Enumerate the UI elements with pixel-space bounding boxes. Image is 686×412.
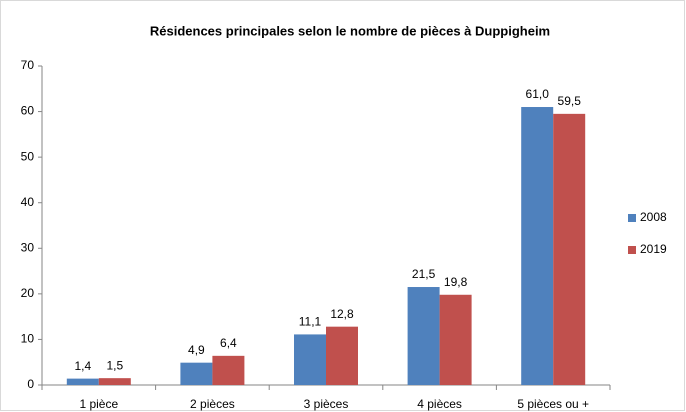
y-tick-label: 20	[21, 286, 35, 300]
data-label: 1,5	[106, 358, 123, 372]
y-tick-label: 40	[21, 195, 35, 209]
data-label: 61,0	[526, 87, 550, 101]
data-label: 4,9	[188, 343, 205, 357]
bar	[180, 362, 213, 385]
y-tick-label: 50	[21, 149, 35, 163]
x-tick-label: 1 pièce	[79, 397, 118, 411]
bar	[407, 287, 440, 385]
x-tick-label: 2 pièces	[190, 397, 235, 411]
bar	[66, 378, 99, 385]
y-tick-label: 70	[21, 58, 35, 72]
bar	[439, 294, 472, 385]
x-tick-label: 5 pièces ou +	[517, 397, 589, 411]
y-tick-label: 30	[21, 240, 35, 254]
bar	[294, 334, 326, 385]
y-tick-label: 10	[21, 332, 35, 346]
data-label: 1,4	[74, 359, 91, 373]
x-tick-label: 4 pièces	[417, 397, 462, 411]
legend-swatch	[628, 214, 636, 222]
legend-swatch	[628, 246, 636, 254]
data-label: 59,5	[558, 94, 582, 108]
bar	[521, 107, 554, 385]
data-label: 12,8	[330, 307, 354, 321]
x-tick-label: 3 pièces	[304, 397, 349, 411]
bar	[212, 355, 245, 385]
y-tick-label: 60	[21, 104, 35, 118]
data-label: 6,4	[220, 336, 237, 350]
chart-title: Résidences principales selon le nombre d…	[150, 23, 550, 38]
bar	[553, 113, 586, 385]
bar	[98, 378, 131, 385]
bar	[326, 326, 358, 385]
legend-label: 2019	[640, 242, 667, 256]
y-tick-label: 0	[27, 377, 34, 391]
data-label: 11,1	[299, 315, 322, 329]
data-label: 19,8	[444, 275, 468, 289]
data-label: 21,5	[412, 267, 436, 281]
legend-label: 2008	[640, 210, 667, 224]
